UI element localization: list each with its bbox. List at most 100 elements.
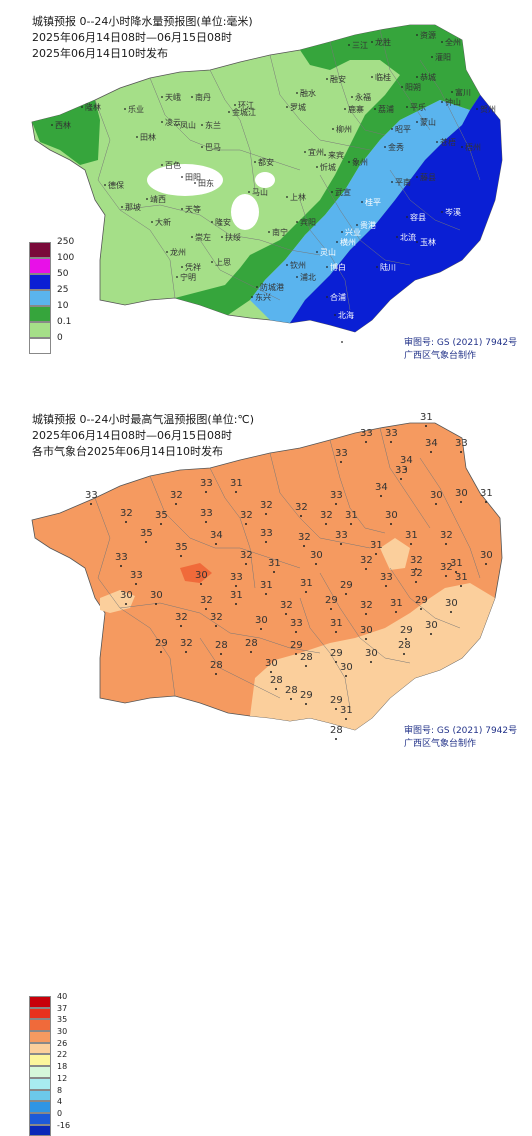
city-dot [371,41,373,43]
station-dot [305,665,307,667]
station-dot [335,503,337,505]
city-dot [441,41,443,43]
rain-10-25-north [175,25,480,315]
city-dot [476,108,478,110]
station-dot [335,661,337,663]
station-dot [405,468,407,470]
city-label: 上林 [290,192,306,202]
station-dot [305,703,307,705]
station-dot [385,585,387,587]
max-temp-value: 35 [175,542,188,553]
max-temp-value: 28 [270,675,283,686]
temp-legend-label: 12 [57,1073,68,1083]
city-dot [176,124,178,126]
county-boundaries-temp [94,427,481,709]
city-dot [401,86,403,88]
station-dot [325,523,327,525]
max-temp-value: 28 [210,660,223,671]
station-dot [435,503,437,505]
city-label: 苍梧 [440,137,456,147]
city-dot [326,296,328,298]
city-dot [161,164,163,166]
max-temp-value: 32 [298,532,311,543]
no-rain-patch-mashan [231,194,259,230]
temp-map-title: 城镇预报 0--24小时最高气温预报图(单位:℃) [32,413,255,426]
max-temp-value: 33 [455,438,468,449]
station-dot [120,565,122,567]
temp-legend-label: 22 [57,1050,68,1060]
city-dot [316,166,318,168]
rain-map-approval-number: 审图号: GS (2021) 7942号 [404,338,518,348]
station-dot [365,613,367,615]
temp-legend-label: -16 [57,1120,71,1130]
max-temp-value: 32 [240,510,253,521]
city-dot [344,108,346,110]
city-label: 象州 [352,157,368,167]
city-label: 武宣 [335,187,351,197]
station-dot [365,568,367,570]
temp-map-producer: 广西区气象台制作 [404,739,477,749]
station-dot [175,503,177,505]
city-dot [268,231,270,233]
city-dot [461,146,463,148]
max-temp-value: 33 [200,478,213,489]
rain-legend-label: 10 [57,301,69,311]
max-temp-value: 29 [400,625,413,636]
temp-map-issued: 各市气象台2025年06月14日10时发布 [32,445,223,458]
city-label: 临桂 [375,72,391,82]
city-dot [121,206,123,208]
city-label: 浦北 [300,272,316,282]
max-temp-value: 31 [300,578,313,589]
max-temp-value: 29 [330,648,343,659]
city-dot [161,121,163,123]
temp-legend-label: 26 [57,1038,68,1048]
city-label: 龙州 [170,247,186,257]
temp-legend-label: 35 [57,1015,68,1025]
station-dot [300,515,302,517]
rain-legend-label: 250 [57,237,75,247]
max-temp-value: 32 [410,555,423,566]
city-label: 宁明 [180,272,196,282]
rain-legend-label: 25 [57,285,69,295]
city-dot [356,224,358,226]
city-label: 荔浦 [378,104,394,114]
max-temp-value: 31 [340,705,353,716]
station-dot [160,523,162,525]
station-dot [303,545,305,547]
city-label: 田林 [140,132,156,142]
city-label: 隆安 [215,217,231,227]
max-temp-value: 33 [335,448,348,459]
rain-map-period: 2025年06月14日08时—06月15日08时 [32,31,232,44]
max-temp-value: 32 [180,638,193,649]
station-dot [370,661,372,663]
station-dot [245,523,247,525]
station-dot [205,608,207,610]
rain-legend-swatch [29,274,51,290]
station-dot [460,585,462,587]
city-dot [416,176,418,178]
rain-legend-label: 50 [57,269,69,279]
max-temp-value: 33 [395,465,408,476]
rain-10-25-west [32,100,100,165]
no-rain-patch-north [255,172,275,188]
city-label: 宜州 [308,147,324,157]
max-temp-value: 31 [480,488,493,499]
station-dot [425,425,427,427]
station-dot [335,631,337,633]
city-dot [296,92,298,94]
station-dot [215,625,217,627]
temp-legend-swatch [29,1066,51,1078]
temp-26-30-east-patch [380,538,410,570]
city-dot [431,56,433,58]
temp-legend-swatch [29,1042,51,1055]
rain-map-producer: 广西区气象台制作 [404,351,477,361]
station-dot [335,708,337,710]
max-temp-value: 34 [400,455,413,466]
max-temp-value: 28 [215,640,228,651]
max-temp-value: 35 [140,528,153,539]
station-dot [125,521,127,523]
max-temp-value: 28 [285,685,298,696]
max-temp-value: 30 [385,510,398,521]
city-label: 鹿寨 [348,104,364,114]
city-dot [331,191,333,193]
